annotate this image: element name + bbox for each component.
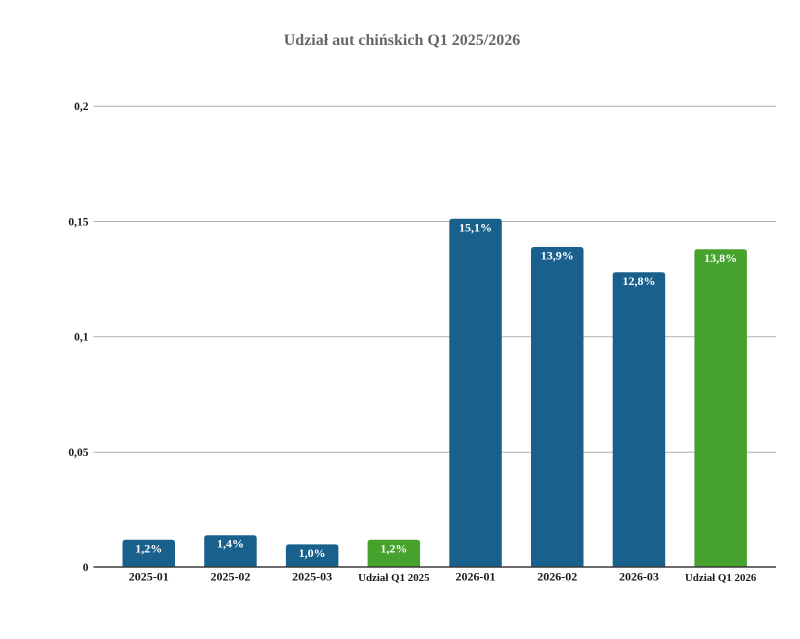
svg-text:1,0%: 1,0% <box>299 546 326 560</box>
svg-text:2025-01: 2025-01 <box>129 570 169 584</box>
svg-text:0,2: 0,2 <box>74 101 89 113</box>
svg-text:1,4%: 1,4% <box>217 537 244 551</box>
svg-text:1,2%: 1,2% <box>135 541 162 555</box>
svg-text:15,1%: 15,1% <box>459 220 492 234</box>
svg-text:0,15: 0,15 <box>68 216 88 228</box>
svg-text:13,8%: 13,8% <box>704 251 737 265</box>
svg-text:0,1: 0,1 <box>74 332 89 344</box>
svg-text:1,2%: 1,2% <box>380 541 407 555</box>
svg-text:0,05: 0,05 <box>68 447 88 459</box>
svg-text:0: 0 <box>83 562 89 574</box>
svg-text:2026-02: 2026-02 <box>537 570 577 584</box>
svg-text:Udział Q1 2026: Udział Q1 2026 <box>685 572 757 584</box>
svg-text:2026-03: 2026-03 <box>619 570 659 584</box>
svg-text:2025-02: 2025-02 <box>210 570 250 584</box>
svg-text:13,9%: 13,9% <box>541 249 574 263</box>
svg-text:12,8%: 12,8% <box>622 274 655 288</box>
svg-text:2026-01: 2026-01 <box>456 570 496 584</box>
svg-text:2025-03: 2025-03 <box>292 570 332 584</box>
svg-text:Udział Q1 2025: Udział Q1 2025 <box>358 572 430 584</box>
svg-text:Udział aut chińskich Q1 2025/2: Udział aut chińskich Q1 2025/2026 <box>284 32 520 49</box>
